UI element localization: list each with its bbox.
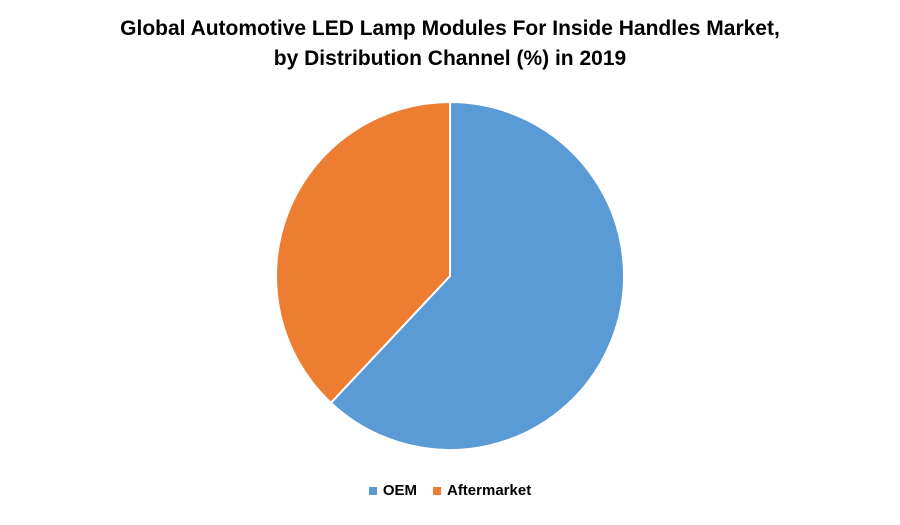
pie-slice-aftermarket [275, 100, 451, 405]
legend-item-oem: OEM [368, 482, 417, 499]
chart-title-line-1: Global Automotive LED Lamp Modules For I… [120, 17, 780, 40]
legend-label-aftermarket: Aftermarket [446, 482, 532, 499]
chart-title-line-2: by Distribution Channel (%) in 2019 [273, 47, 627, 70]
legend-swatch-aftermarket [432, 486, 441, 495]
legend-swatch-oem [368, 486, 377, 495]
legend-item-aftermarket: Aftermarket [432, 482, 532, 499]
pie-slice-oem [329, 100, 625, 451]
legend-label-oem: OEM [382, 482, 417, 499]
chart-title: Global Automotive LED Lamp Modules For I… [0, 14, 900, 74]
legend: OEM Aftermarket [0, 482, 900, 499]
